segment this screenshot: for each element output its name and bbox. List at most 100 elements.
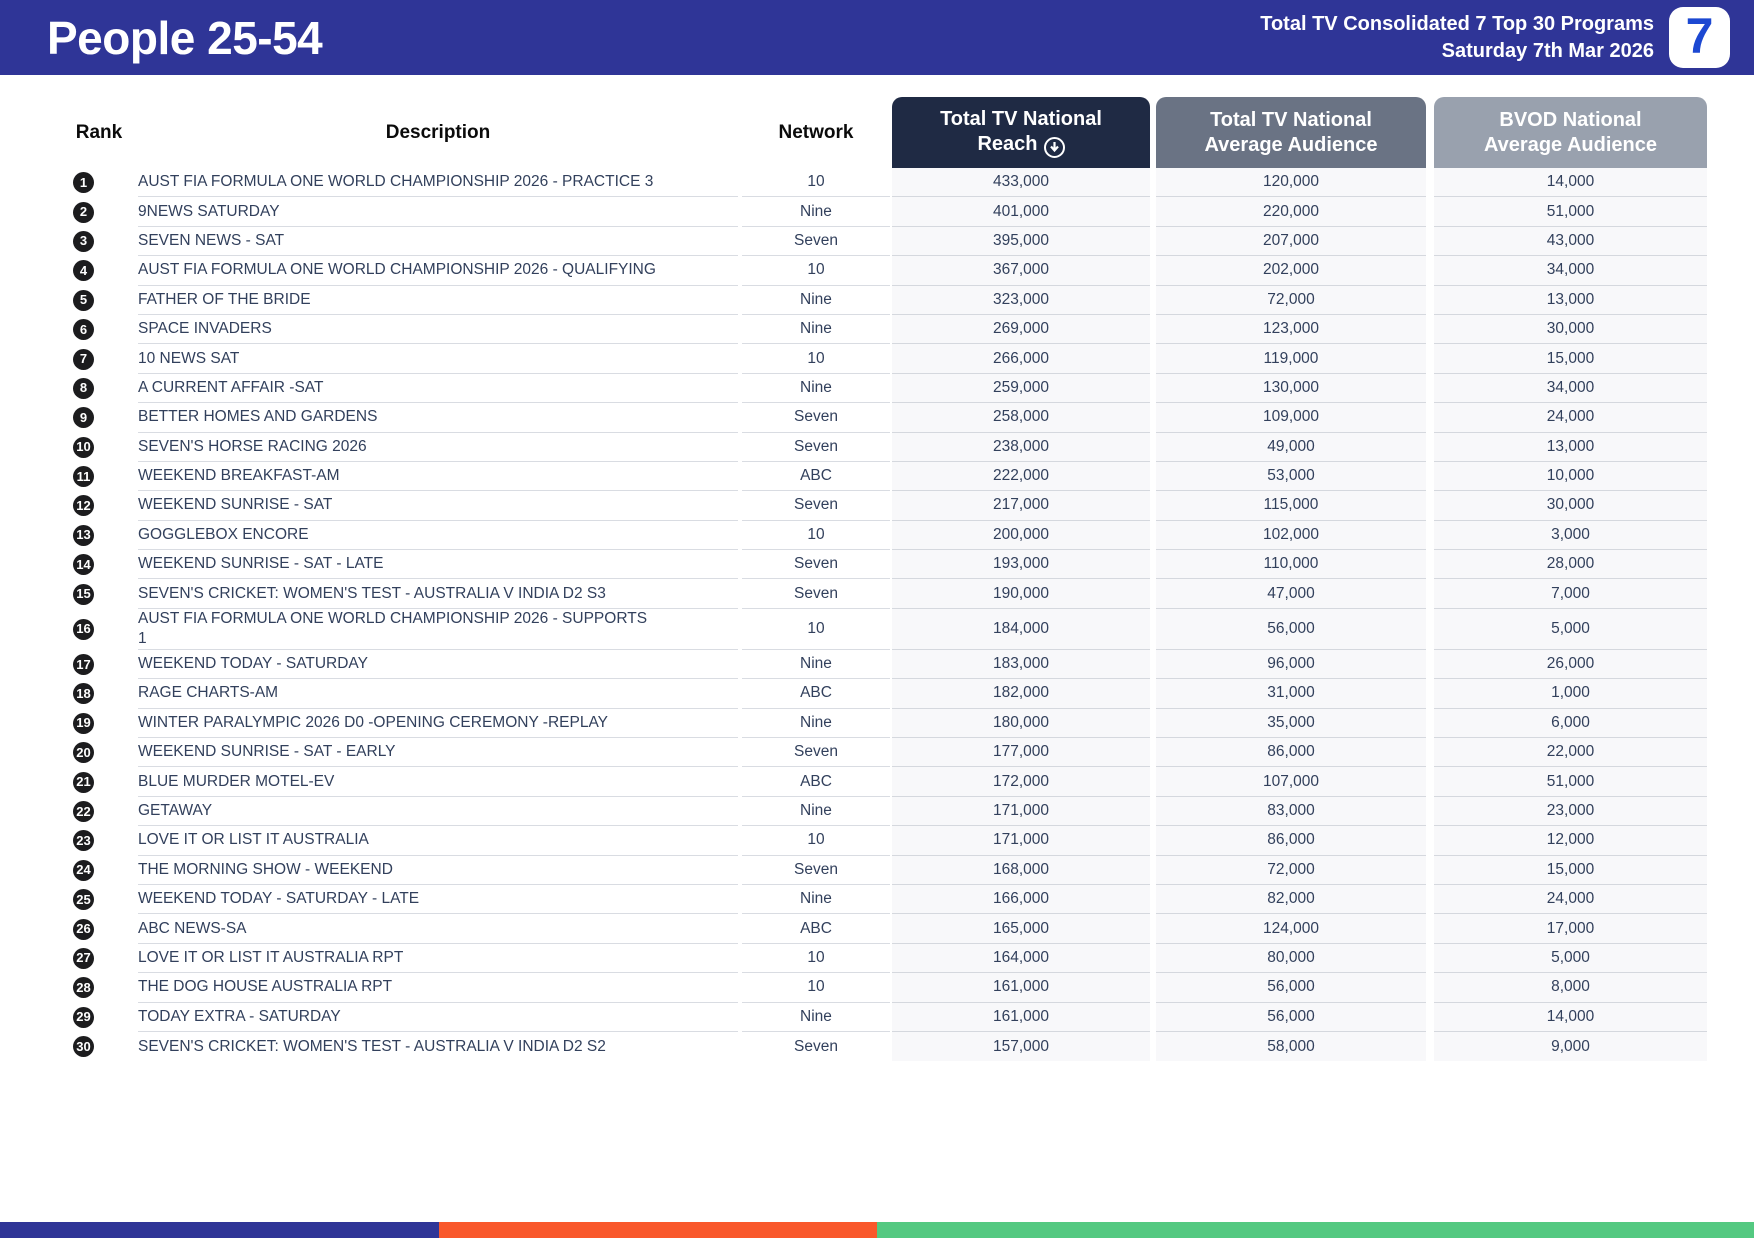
reach-value: 401,000 xyxy=(892,197,1150,227)
network-name: 10 xyxy=(742,973,890,1003)
page-title: People 25-54 xyxy=(47,11,323,64)
rank-badge: 7 xyxy=(73,348,94,370)
rank-badge: 16 xyxy=(73,618,94,640)
network-name: Nine xyxy=(742,374,890,404)
reach-value: 259,000 xyxy=(892,373,1150,404)
reach-value: 180,000 xyxy=(892,708,1150,739)
table-row: 28 THE DOG HOUSE AUSTRALIA RPT 10 161,00… xyxy=(60,973,1707,1003)
rank-badge: 26 xyxy=(73,918,94,940)
bvod-audience-value: 51,000 xyxy=(1434,197,1707,227)
program-description: BETTER HOMES AND GARDENS xyxy=(138,403,738,433)
rank-badge: 9 xyxy=(73,407,94,429)
program-description: BLUE MURDER MOTEL-EV xyxy=(138,767,738,797)
avg-audience-value: 130,000 xyxy=(1156,373,1426,404)
bvod-audience-value: 17,000 xyxy=(1434,914,1707,944)
avg-audience-value: 35,000 xyxy=(1156,708,1426,739)
reach-value: 161,000 xyxy=(892,1002,1150,1032)
program-description: GETAWAY xyxy=(138,797,738,827)
table-row: 14 WEEKEND SUNRISE - SAT - LATE Seven 19… xyxy=(60,550,1707,580)
bvod-audience-value: 51,000 xyxy=(1434,767,1707,797)
table-row: 29 TODAY EXTRA - SATURDAY Nine 161,000 5… xyxy=(60,1002,1707,1032)
top-programs-table: Rank Description Network Total TV Nation… xyxy=(60,97,1707,1062)
avg-audience-value: 83,000 xyxy=(1156,796,1426,827)
program-description: A CURRENT AFFAIR -SAT xyxy=(138,374,738,404)
avg-audience-value: 107,000 xyxy=(1156,767,1426,797)
program-description: LOVE IT OR LIST IT AUSTRALIA xyxy=(138,826,738,856)
bvod-audience-value: 14,000 xyxy=(1434,1002,1707,1032)
sort-descending-icon[interactable] xyxy=(1043,137,1065,158)
program-description: SEVEN'S HORSE RACING 2026 xyxy=(138,433,738,462)
network-name: Seven xyxy=(742,579,890,609)
rank-badge: 24 xyxy=(73,859,94,881)
seven-logo-glyph: 7 xyxy=(1685,7,1714,64)
rank-badge: 8 xyxy=(73,377,94,399)
network-name: Seven xyxy=(742,433,890,462)
column-header-reach[interactable]: Total TV National Reach xyxy=(892,97,1150,168)
rank-badge: 10 xyxy=(73,436,94,458)
reach-value: 168,000 xyxy=(892,855,1150,885)
rank-badge: 25 xyxy=(73,889,94,911)
column-header-avg-audience[interactable]: Total TV National Average Audience xyxy=(1156,97,1426,168)
avg-audience-value: 82,000 xyxy=(1156,884,1426,915)
program-description: THE MORNING SHOW - WEEKEND xyxy=(138,856,738,885)
network-name: Nine xyxy=(742,1003,890,1032)
bvod-audience-value: 15,000 xyxy=(1434,855,1707,885)
avg-audience-value: 56,000 xyxy=(1156,973,1426,1003)
avg-audience-value: 56,000 xyxy=(1156,1002,1426,1032)
bvod-audience-value: 30,000 xyxy=(1434,491,1707,521)
bvod-audience-value: 1,000 xyxy=(1434,679,1707,709)
bvod-audience-value: 43,000 xyxy=(1434,226,1707,257)
network-name: 10 xyxy=(742,256,890,286)
table-row: 22 GETAWAY Nine 171,000 83,000 23,000 xyxy=(60,796,1707,827)
program-description: WEEKEND SUNRISE - SAT xyxy=(138,491,738,521)
bvod-audience-value: 28,000 xyxy=(1434,550,1707,580)
bvod-audience-value: 24,000 xyxy=(1434,884,1707,915)
program-description: LOVE IT OR LIST IT AUSTRALIA RPT xyxy=(138,944,738,974)
bvod-audience-value: 10,000 xyxy=(1434,461,1707,492)
bvod-audience-value: 22,000 xyxy=(1434,738,1707,768)
rank-badge: 17 xyxy=(73,654,94,676)
table-row: 6 SPACE INVADERS Nine 269,000 123,000 30… xyxy=(60,314,1707,345)
report-subtitle-line1: Total TV Consolidated 7 Top 30 Programs xyxy=(1260,12,1654,35)
avg-audience-value: 124,000 xyxy=(1156,914,1426,944)
reach-value: 183,000 xyxy=(892,649,1150,680)
network-name: Seven xyxy=(742,738,890,768)
network-name: Seven xyxy=(742,856,890,885)
program-description: 9NEWS SATURDAY xyxy=(138,197,738,227)
table-row: 18 RAGE CHARTS-AM ABC 182,000 31,000 1,0… xyxy=(60,679,1707,709)
network-name: ABC xyxy=(742,767,890,797)
network-name: Seven xyxy=(742,491,890,521)
bvod-audience-value: 3,000 xyxy=(1434,520,1707,551)
table-row: 13 GOGGLEBOX ENCORE 10 200,000 102,000 3… xyxy=(60,520,1707,551)
network-name: ABC xyxy=(742,462,890,492)
avg-audience-value: 72,000 xyxy=(1156,285,1426,315)
table-body: 1 AUST FIA FORMULA ONE WORLD CHAMPIONSHI… xyxy=(60,168,1707,1062)
rank-badge: 23 xyxy=(73,830,94,852)
reach-value: 367,000 xyxy=(892,256,1150,286)
reach-value: 238,000 xyxy=(892,432,1150,462)
bvod-audience-value: 13,000 xyxy=(1434,432,1707,462)
program-description: SEVEN'S CRICKET: WOMEN'S TEST - AUSTRALI… xyxy=(138,579,738,609)
report-subtitle-line2: Saturday 7th Mar 2026 xyxy=(1441,39,1654,62)
network-name: Nine xyxy=(742,315,890,345)
avg-audience-header-label: Total TV National Average Audience xyxy=(1204,108,1378,156)
program-description: WINTER PARALYMPIC 2026 D0 -OPENING CEREM… xyxy=(138,709,738,739)
bvod-audience-value: 9,000 xyxy=(1434,1031,1707,1062)
table-header-row: Rank Description Network Total TV Nation… xyxy=(60,97,1707,168)
reach-value: 433,000 xyxy=(892,168,1150,198)
program-description: WEEKEND BREAKFAST-AM xyxy=(138,462,738,492)
table-row: 16 AUST FIA FORMULA ONE WORLD CHAMPIONSH… xyxy=(60,608,1707,650)
network-name: ABC xyxy=(742,914,890,944)
reach-value: 157,000 xyxy=(892,1031,1150,1062)
reach-value: 177,000 xyxy=(892,738,1150,768)
program-description: SPACE INVADERS xyxy=(138,315,738,345)
avg-audience-value: 96,000 xyxy=(1156,649,1426,680)
bvod-audience-value: 24,000 xyxy=(1434,403,1707,433)
program-description: SEVEN NEWS - SAT xyxy=(138,227,738,257)
avg-audience-value: 109,000 xyxy=(1156,403,1426,433)
column-header-bvod-audience[interactable]: BVOD National Average Audience xyxy=(1434,97,1707,168)
bvod-audience-value: 5,000 xyxy=(1434,608,1707,650)
avg-audience-value: 31,000 xyxy=(1156,679,1426,709)
table-row: 4 AUST FIA FORMULA ONE WORLD CHAMPIONSHI… xyxy=(60,256,1707,286)
